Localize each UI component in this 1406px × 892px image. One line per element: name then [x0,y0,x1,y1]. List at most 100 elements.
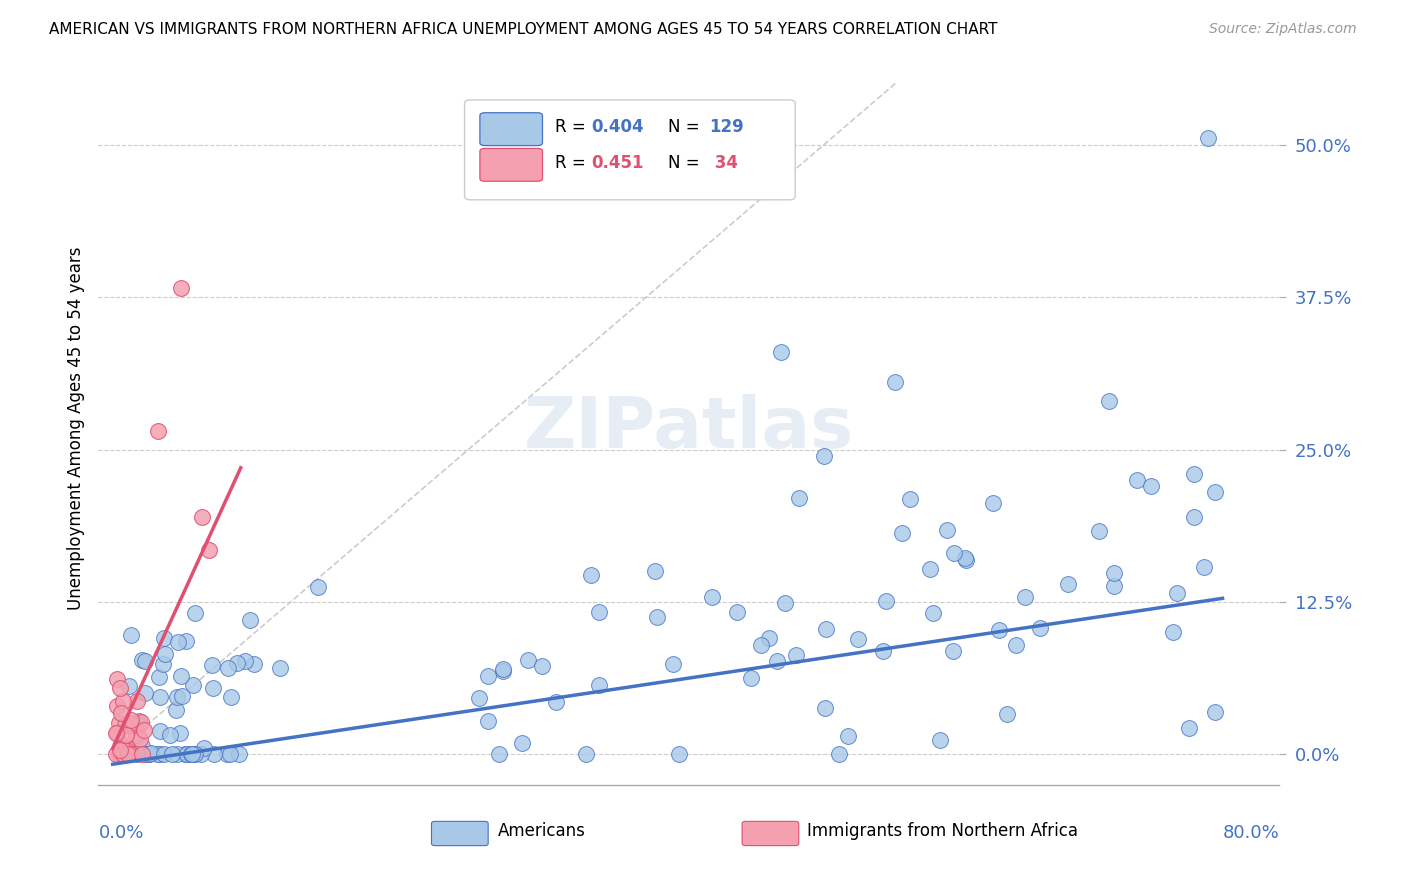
Point [202,681,225,695]
Point [118,715,141,730]
Text: R =: R = [555,153,592,171]
Point [544,695,567,709]
Point [1161,625,1184,640]
Point [183,606,205,620]
Point [468,691,491,706]
Text: 0.404: 0.404 [591,118,644,136]
Point [1005,638,1028,652]
Point [128,714,150,729]
Point [1104,566,1126,581]
Point [125,694,148,708]
Point [120,713,142,727]
Point [138,747,160,762]
Point [183,747,205,762]
Point [981,496,1004,510]
Point [128,718,150,732]
Point [953,550,976,565]
Point [120,747,142,762]
Point [228,747,250,762]
Point [846,632,869,646]
Point [1098,393,1121,408]
Point [117,679,139,693]
Point [118,719,141,733]
Point [198,542,221,557]
Point [814,701,837,715]
Point [193,741,215,756]
Point [875,594,897,608]
Point [725,605,748,619]
FancyBboxPatch shape [479,112,543,145]
Point [176,747,198,762]
Point [921,606,943,620]
Point [191,509,214,524]
Text: AMERICAN VS IMMIGRANTS FROM NORTHERN AFRICA UNEMPLOYMENT AMONG AGES 45 TO 54 YEA: AMERICAN VS IMMIGRANTS FROM NORTHERN AFR… [49,22,998,37]
Point [1057,576,1080,591]
Point [120,718,142,732]
Point [149,690,172,704]
Point [218,747,240,762]
Point [166,635,188,649]
Point [531,659,554,673]
Point [125,747,148,762]
Point [516,653,538,667]
FancyBboxPatch shape [742,822,799,846]
Point [1182,467,1205,481]
Point [110,737,132,751]
Point [233,654,256,668]
Point [114,728,136,742]
Point [165,702,187,716]
Point [149,747,172,762]
Point [108,681,131,696]
Text: 80.0%: 80.0% [1223,824,1279,842]
Point [117,747,139,762]
Point [153,648,176,662]
Point [153,747,176,762]
Point [174,634,197,648]
Point [668,747,690,762]
Point [169,725,191,739]
Point [1204,485,1226,500]
Point [837,730,859,744]
Point [104,725,127,739]
Point [166,690,188,704]
Point [190,747,212,762]
Point [183,747,205,762]
Point [129,731,152,746]
Point [1194,559,1216,574]
Point [108,747,131,762]
Point [138,747,160,762]
Point [134,686,156,700]
Point [1088,524,1111,538]
Point [770,345,793,359]
Point [170,669,193,683]
Point [215,747,238,762]
Point [115,740,138,755]
Point [110,745,132,759]
Point [891,526,914,541]
Point [492,664,515,678]
Point [226,657,249,671]
Point [170,281,193,295]
Point [148,670,170,684]
Point [105,672,128,686]
Point [1140,479,1163,493]
Text: 0.0%: 0.0% [98,824,143,842]
Point [180,747,202,762]
Point [929,732,952,747]
FancyBboxPatch shape [432,822,488,846]
FancyBboxPatch shape [479,148,543,181]
Point [575,747,598,762]
Point [942,644,965,658]
Point [785,648,807,663]
Point [588,605,610,619]
Point [172,689,194,703]
Point [183,678,205,692]
Text: 0.451: 0.451 [591,153,644,171]
Point [111,747,134,762]
Point [773,596,796,610]
Point [153,631,176,645]
Point [111,694,134,708]
Point [148,424,170,438]
Point [180,747,202,762]
Point [160,747,183,762]
